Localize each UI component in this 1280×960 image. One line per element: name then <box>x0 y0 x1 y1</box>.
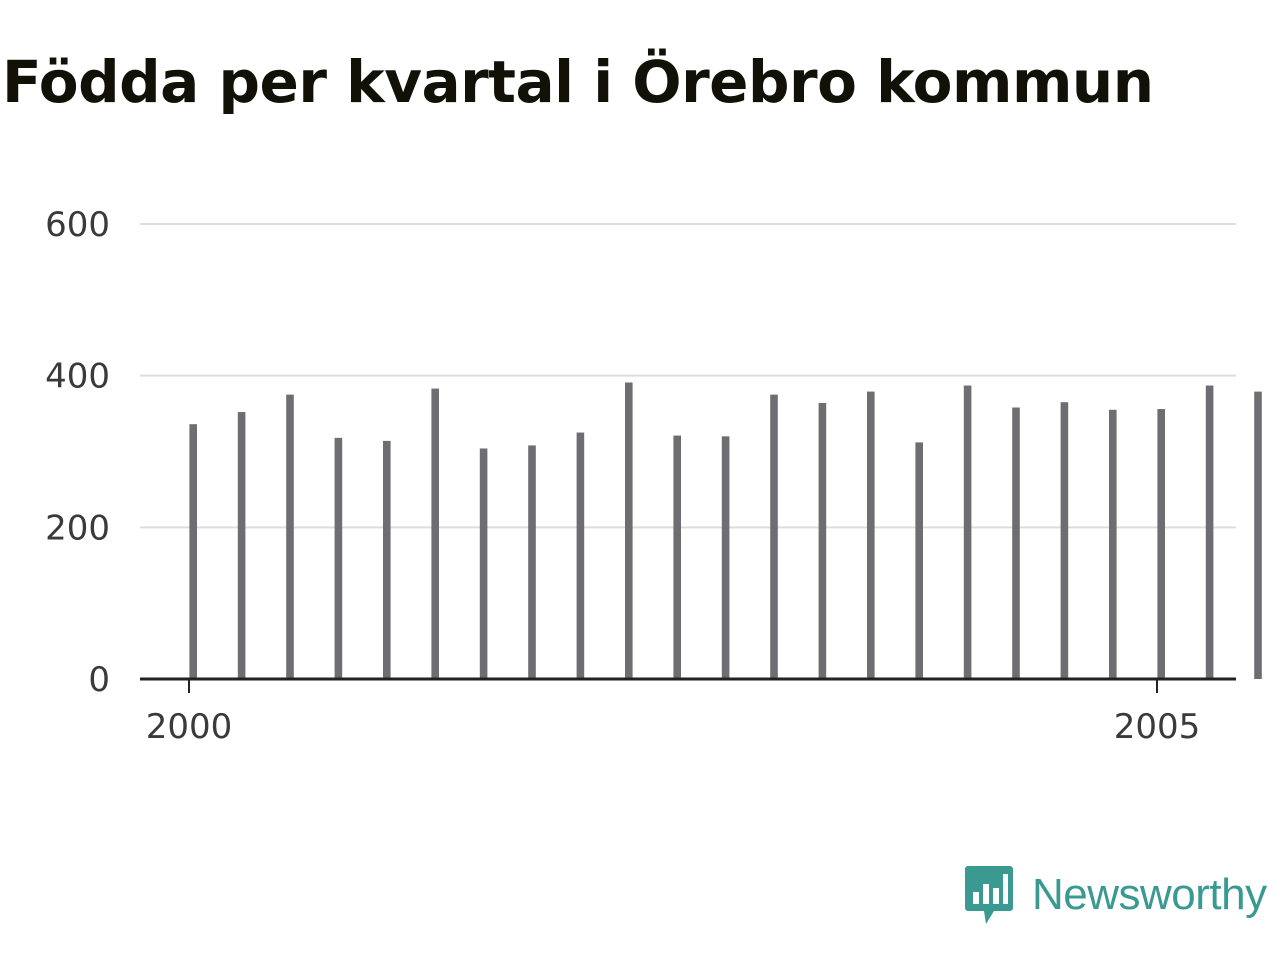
bar <box>1060 402 1069 679</box>
bar <box>963 385 972 679</box>
y-tick-label: 600 <box>45 205 110 245</box>
bar <box>528 445 536 679</box>
chart-title: Födda per kvartal i Örebro kommun <box>2 48 1154 116</box>
bar <box>673 435 681 679</box>
bar <box>1109 409 1117 679</box>
bar <box>818 402 827 679</box>
bar <box>770 394 778 679</box>
x-tick-label: 2000 <box>146 707 233 747</box>
bar <box>189 424 197 679</box>
bar-series <box>189 382 1262 679</box>
bar <box>576 432 585 679</box>
x-tick-label: 2005 <box>1114 707 1201 747</box>
bar <box>1157 409 1165 679</box>
y-tick-label: 0 <box>88 660 110 700</box>
bar <box>431 388 439 679</box>
bar <box>383 440 391 679</box>
y-tick-label: 200 <box>45 508 110 548</box>
bar <box>1254 391 1262 679</box>
newsworthy-logo-icon <box>965 866 1013 924</box>
brand-logo: Newsworthy <box>964 864 1267 926</box>
bar <box>625 382 633 679</box>
bar <box>915 442 923 679</box>
x-axis <box>140 677 1236 693</box>
bar <box>867 391 875 679</box>
bar <box>286 394 294 679</box>
y-tick-label: 400 <box>45 357 110 397</box>
bar <box>334 437 343 679</box>
bar <box>237 412 246 679</box>
gridlines <box>140 223 1236 529</box>
tick-labels: 0200400600200020052010201520202025383 <box>45 205 1201 747</box>
bar <box>721 436 730 679</box>
bar <box>479 448 488 679</box>
bar <box>1012 407 1020 679</box>
brand-name: Newsworthy <box>1032 870 1267 919</box>
bar <box>1205 385 1214 679</box>
